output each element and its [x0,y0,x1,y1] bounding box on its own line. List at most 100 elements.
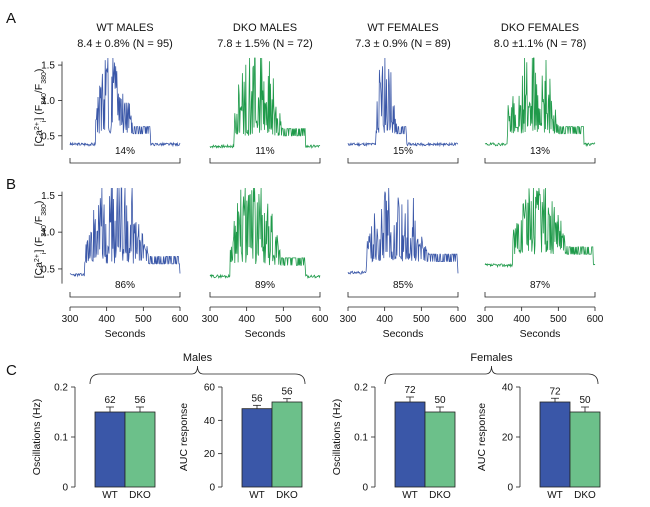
bar-n-label: 56 [134,395,146,406]
responder-percent: 89% [255,280,275,291]
bar-dko [124,411,156,488]
bar-y-axis-title: AUC response [476,403,488,471]
bar-wt [539,401,571,488]
section-brace [89,365,306,385]
group-stat: 8.4 ± 0.8% (N = 95) [77,38,173,50]
bar-n-label: 50 [579,395,591,406]
group-title: WT FEMALES [367,22,438,34]
trace-line-1 [209,57,321,149]
trace-bracket [209,158,321,164]
y-axis-title: [Ca2+i] (F340/F380) [33,201,48,279]
x-axis-title: Seconds [105,328,146,340]
trace-line-3 [484,187,596,269]
bar-category-label: WT [402,490,418,501]
panel-a-traces: 0.5 1.0 1.5[Ca2+i] (F340/F380) 14% WT MALES 8… [33,22,596,164]
y-tick-label: 40 [204,416,216,427]
bar-wt [94,411,126,488]
bar-wt [241,408,273,488]
x-tick-label: 300 [340,314,357,325]
y-tick-label: 1.5 [41,191,55,202]
trace-bracket [347,292,459,298]
trace-bracket [69,292,181,298]
x-tick-label: 400 [98,314,115,325]
bar-dko [271,401,303,488]
y-tick-label: 0.2 [54,383,68,394]
section-label: Males [183,352,213,364]
x-axis-title: Seconds [520,328,561,340]
trace-line-2 [347,187,459,275]
bar-category-label: DKO [276,490,298,501]
bar-dko [569,411,601,488]
bar-category-label: WT [102,490,118,501]
y-tick-label: 0.1 [354,433,368,444]
trace-bracket [347,158,459,164]
bar-n-label: 50 [434,395,446,406]
y-tick-label: 20 [502,433,514,444]
x-tick-label: 300 [477,314,494,325]
y-tick-label: 0 [507,483,513,494]
x-tick-label: 400 [513,314,530,325]
trace-bracket [209,292,321,298]
bar-n-label: 72 [549,386,561,397]
bar-n-label: 62 [104,395,116,406]
bar-n-label: 56 [281,387,293,398]
y-tick-label: 1.0 [41,228,55,239]
responder-percent: 86% [115,280,135,291]
trace-bracket [69,158,181,164]
group-stat: 8.0 ±1.1% (N = 78) [494,38,587,50]
trace-line-2 [347,57,459,148]
x-axis-title: Seconds [383,328,424,340]
x-tick-label: 400 [376,314,393,325]
bar-n-label: 72 [404,385,416,396]
x-tick-label: 600 [172,314,189,325]
responder-percent: 14% [115,146,135,157]
bar-y-axis-title: AUC response [178,403,190,471]
bar-dko [424,411,456,488]
x-tick-label: 500 [550,314,567,325]
trace-bracket [484,292,596,298]
x-axis-title: Seconds [245,328,286,340]
y-tick-label: 20 [204,449,216,460]
trace-line-3 [484,57,596,147]
y-tick-label: 1.0 [41,96,55,107]
bar-category-label: DKO [129,490,151,501]
bar-n-label: 56 [251,393,263,404]
panel-letter-a: A [6,10,16,27]
y-tick-label: 0.5 [41,264,55,275]
panel-letter-b: B [6,176,16,193]
panel-c-bars: Males Females 0 0.1 0.2 Oscillations (Hz) 62 WT… [31,352,601,501]
x-tick-label: 500 [135,314,152,325]
y-tick-label: 1.5 [41,61,55,72]
bar-wt [394,401,426,488]
responder-percent: 11% [255,146,274,157]
section-label: Females [470,352,513,364]
bar-y-axis-title: Oscillations (Hz) [31,399,43,475]
bar-y-axis-title: Oscillations (Hz) [331,399,343,475]
bar-category-label: WT [547,490,563,501]
responder-percent: 13% [530,146,550,157]
x-tick-label: 600 [450,314,467,325]
y-tick-label: 0.1 [54,433,68,444]
trace-bracket [484,158,596,164]
trace-line-1 [209,187,321,280]
bar-category-label: DKO [429,490,451,501]
x-tick-label: 500 [275,314,292,325]
group-stat: 7.8 ± 1.5% (N = 72) [217,38,313,50]
bar-category-label: WT [249,490,265,501]
responder-percent: 87% [530,280,550,291]
group-title: DKO FEMALES [501,22,579,34]
y-tick-label: 0 [62,483,68,494]
x-tick-label: 600 [312,314,329,325]
group-title: WT MALES [96,22,153,34]
y-tick-label: 40 [502,383,514,394]
responder-percent: 85% [393,280,413,291]
responder-percent: 15% [393,146,413,157]
y-tick-label: 60 [204,383,216,394]
x-tick-label: 300 [202,314,219,325]
trace-line-0 [69,187,181,278]
y-axis-title: [Ca2+i] (F340/F380) [33,69,48,147]
x-tick-label: 500 [413,314,430,325]
group-title: DKO MALES [233,22,297,34]
y-tick-label: 0 [209,483,215,494]
